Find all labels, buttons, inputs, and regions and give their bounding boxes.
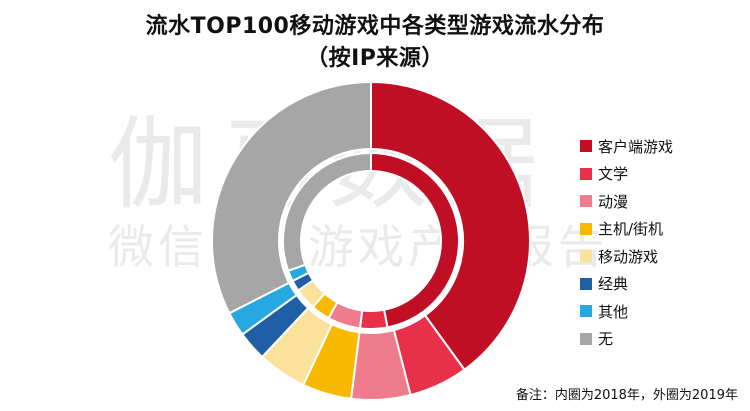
legend-item: 主机/街机: [580, 217, 673, 241]
legend-label: 无: [598, 330, 614, 348]
slice-inner-1: [358, 308, 389, 330]
legend-swatch: [580, 195, 592, 207]
legend-swatch: [580, 277, 592, 290]
legend-swatch: [580, 140, 592, 152]
legend-item: 其他: [580, 299, 673, 323]
chart-note: 备注：内圈为2018年，外圈为2019年: [515, 388, 738, 403]
legend: 客户端游戏文学动漫主机/街机移动游戏经典其他无: [580, 134, 673, 354]
legend-label: 动漫: [598, 192, 629, 211]
legend-item: 无: [580, 327, 673, 351]
legend-label: 文学: [598, 165, 629, 183]
slice-outer-0: [370, 80, 531, 372]
legend-item: 文学: [580, 162, 673, 186]
legend-label: 经典: [598, 275, 629, 293]
legend-label: 主机/街机: [598, 220, 664, 238]
chart-subtitle: （按IP来源）: [306, 46, 444, 71]
legend-item: 动漫: [580, 189, 673, 213]
legend-swatch: [580, 250, 592, 262]
slice-outer-7: [211, 80, 372, 315]
legend-swatch: [580, 332, 592, 345]
slice-inner-7: [282, 151, 372, 273]
legend-swatch: [580, 305, 592, 317]
legend-label: 其他: [598, 302, 629, 321]
legend-item: 经典: [580, 272, 673, 296]
legend-swatch: [580, 167, 592, 180]
legend-swatch: [580, 222, 592, 235]
legend-item: 客户端游戏: [580, 134, 673, 158]
chart-title: 流水TOP100移动游戏中各类型游戏流水分布: [145, 14, 605, 39]
legend-label: 客户端游戏: [598, 137, 674, 156]
legend-item: 移动游戏: [580, 244, 673, 268]
legend-label: 移动游戏: [598, 247, 659, 266]
